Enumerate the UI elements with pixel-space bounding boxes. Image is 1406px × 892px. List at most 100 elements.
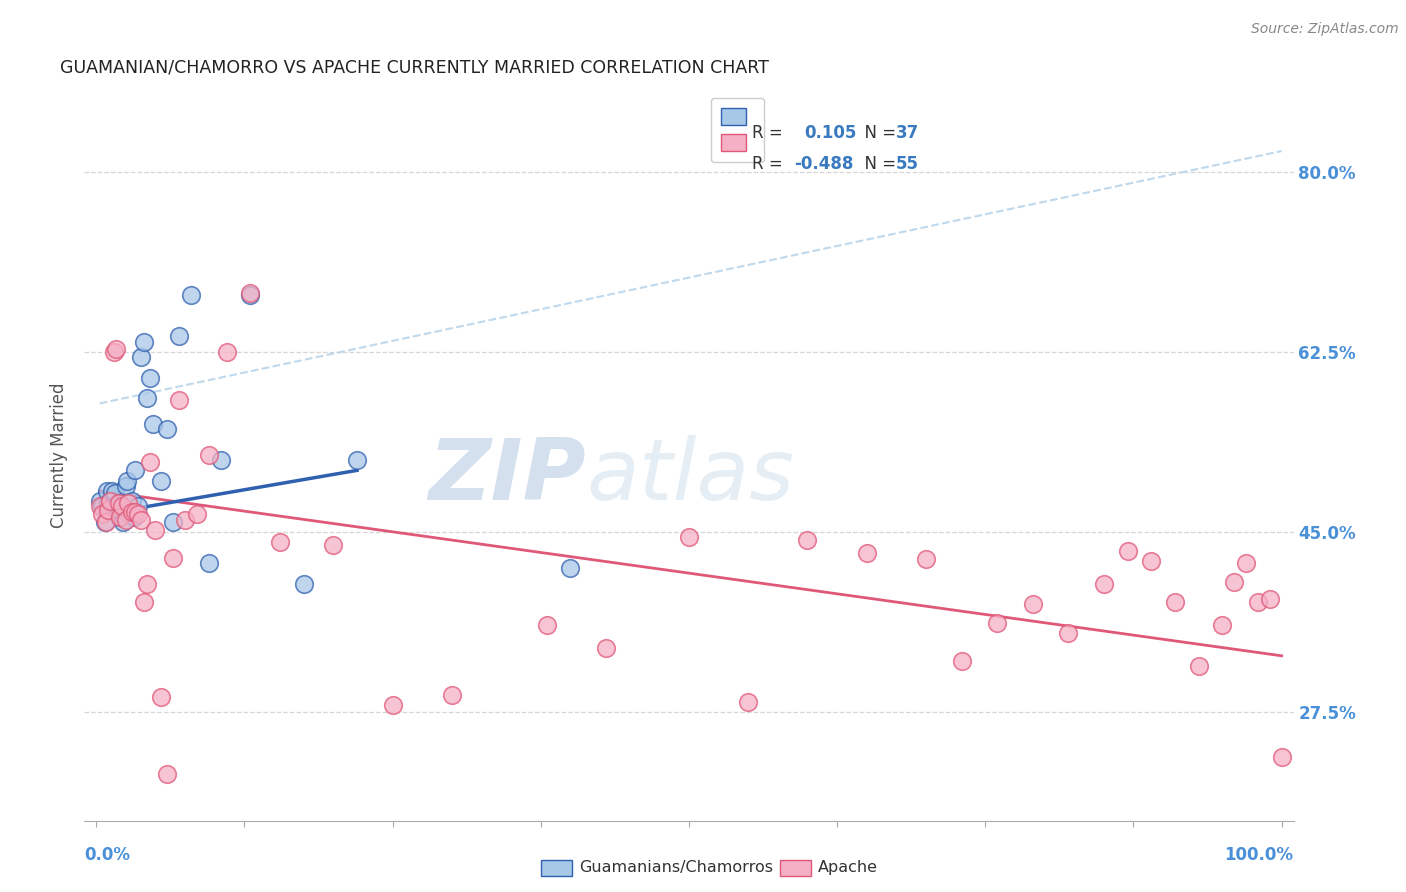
Text: N =: N = <box>853 155 901 173</box>
Point <box>91 507 114 521</box>
Text: 0.105: 0.105 <box>804 125 856 143</box>
Text: 37: 37 <box>896 125 920 143</box>
Y-axis label: Currently Married: Currently Married <box>51 382 69 528</box>
Point <box>167 393 190 408</box>
Point <box>1116 543 1139 558</box>
Point <box>107 509 129 524</box>
Text: Guamanians/Chamorros: Guamanians/Chamorros <box>579 860 773 874</box>
Point <box>112 515 135 529</box>
Point <box>1247 595 1270 609</box>
Point <box>118 507 141 521</box>
Point <box>100 494 122 508</box>
Point <box>104 486 127 500</box>
Point <box>167 329 190 343</box>
Point <box>1271 749 1294 764</box>
Point <box>1140 554 1163 568</box>
Point <box>322 537 344 551</box>
Text: atlas: atlas <box>586 435 794 518</box>
Point <box>162 550 184 565</box>
Point <box>381 698 404 713</box>
Point <box>121 494 143 508</box>
Point <box>136 391 159 405</box>
Point <box>97 496 120 510</box>
Point <box>292 576 315 591</box>
Point <box>215 345 238 359</box>
Point <box>103 499 125 513</box>
Point <box>100 483 122 498</box>
Point <box>122 509 145 524</box>
Point <box>269 535 291 549</box>
Point <box>1022 597 1045 611</box>
Point <box>124 463 146 477</box>
Point <box>129 513 152 527</box>
Point <box>115 513 138 527</box>
Point <box>132 334 155 349</box>
Point <box>1211 618 1233 632</box>
Point <box>89 494 111 508</box>
Point <box>1164 595 1187 609</box>
Point <box>107 496 129 510</box>
Point <box>186 507 208 521</box>
Point <box>91 500 114 514</box>
Point <box>94 515 117 529</box>
Point <box>156 767 179 781</box>
Legend: , : , <box>710 97 763 162</box>
Point <box>108 505 131 519</box>
Point <box>117 496 139 510</box>
Point <box>1092 576 1115 591</box>
Text: -0.488: -0.488 <box>794 155 853 173</box>
Point <box>93 515 115 529</box>
Point <box>103 345 125 359</box>
Point <box>1057 626 1080 640</box>
Point <box>239 286 262 301</box>
Point <box>138 455 160 469</box>
Point <box>440 688 463 702</box>
Point <box>209 453 232 467</box>
Text: Apache: Apache <box>818 860 879 874</box>
Point <box>796 533 818 548</box>
Point <box>156 422 179 436</box>
Point <box>89 500 111 514</box>
Point <box>111 500 134 514</box>
Point <box>1258 592 1281 607</box>
Point <box>150 690 173 704</box>
Point <box>180 288 202 302</box>
Point <box>115 479 138 493</box>
Point <box>121 505 143 519</box>
Point <box>198 448 221 462</box>
Text: GUAMANIAN/CHAMORRO VS APACHE CURRENTLY MARRIED CORRELATION CHART: GUAMANIAN/CHAMORRO VS APACHE CURRENTLY M… <box>60 59 769 77</box>
Text: 100.0%: 100.0% <box>1225 847 1294 864</box>
Text: R =: R = <box>752 155 789 173</box>
Point <box>239 288 262 302</box>
Point <box>96 483 118 498</box>
Point <box>127 500 149 514</box>
Point <box>737 695 759 709</box>
Text: 0.0%: 0.0% <box>84 847 131 864</box>
Point <box>855 546 877 560</box>
Point <box>111 507 134 521</box>
Point <box>127 507 149 521</box>
Point <box>97 502 120 516</box>
Point <box>105 342 128 356</box>
Point <box>129 350 152 364</box>
Point <box>536 618 558 632</box>
Point <box>1223 574 1246 589</box>
Point <box>198 556 221 570</box>
Text: R =: R = <box>752 125 793 143</box>
Point <box>595 640 617 655</box>
Point <box>100 494 122 508</box>
Point <box>678 530 700 544</box>
Point <box>145 523 167 537</box>
Point <box>136 576 159 591</box>
Point <box>108 509 131 524</box>
Point <box>986 615 1008 630</box>
Point <box>1234 556 1257 570</box>
Point <box>107 496 129 510</box>
Point <box>115 474 138 488</box>
Point <box>132 595 155 609</box>
Point <box>915 552 938 566</box>
Point <box>162 515 184 529</box>
Point <box>346 453 368 467</box>
Point <box>950 654 973 668</box>
Point <box>174 513 197 527</box>
